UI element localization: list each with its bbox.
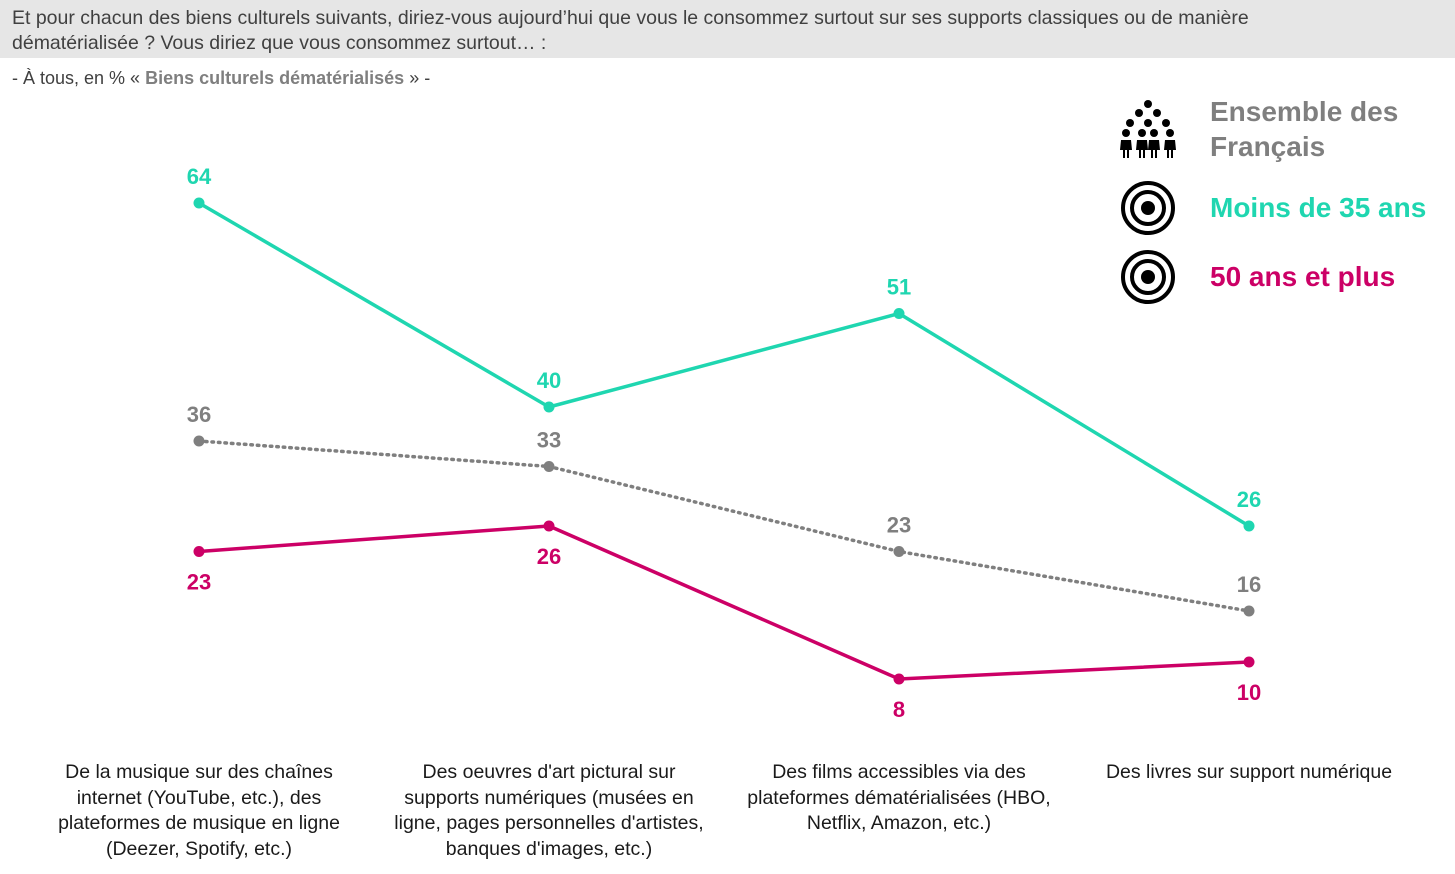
category-label-3-line-0: Des livres sur support numérique — [1105, 761, 1393, 783]
data-point-2-1 — [543, 520, 555, 532]
series-line-2 — [198, 524, 1250, 681]
data-point-0-3 — [1243, 520, 1255, 532]
subtitle-suffix: » - — [404, 68, 431, 88]
data-label-0-1: 40 — [537, 368, 561, 393]
question-line-1: Et pour chacun des biens culturels suiva… — [12, 7, 1249, 29]
category-label-1-line-0: Des oeuvres d'art pictural sur — [422, 761, 676, 783]
data-label-1-2: 23 — [887, 513, 911, 538]
data-point-2-3 — [1243, 656, 1255, 668]
legend-label-moins-35: Moins de 35 ans — [1210, 192, 1427, 223]
category-label-1-line-1: supports numériques (musées en — [404, 786, 694, 809]
category-label-1-line-3: banques d'images, etc.) — [445, 837, 653, 860]
category-label-2-line-0: Des films accessibles via des — [772, 761, 1026, 783]
data-point-1-0 — [193, 435, 205, 447]
legend-label-ensemble: Ensemble des Français — [1210, 94, 1398, 164]
category-label-2-line-2: Netflix, Amazon, etc.) — [806, 812, 992, 834]
data-point-1-2 — [893, 546, 905, 557]
question-banner: Et pour chacun des biens culturels suiva… — [0, 0, 1455, 58]
data-label-2-3: 10 — [1237, 680, 1261, 705]
legend-label-50-plus: 50 ans et plus — [1210, 261, 1396, 292]
subtitle: - À tous, en % « Biens culturels dématér… — [12, 68, 430, 89]
target-icon — [1120, 180, 1176, 241]
target-icon — [1120, 249, 1176, 310]
data-point-2-0 — [193, 546, 205, 557]
people-group-icon — [1120, 100, 1176, 163]
data-point-2-2 — [893, 673, 905, 685]
question-text: Et pour chacun des biens culturels suiva… — [12, 6, 1442, 56]
legend-label-ensemble-line1: Ensemble des — [1210, 96, 1399, 127]
data-label-1-1: 33 — [537, 428, 561, 453]
data-point-0-0 — [193, 197, 205, 209]
category-label-0: De la musique sur des chaînes internet (… — [29, 760, 369, 862]
data-point-0-2 — [893, 308, 905, 319]
category-label-0-line-1: internet (YouTube, etc.), des — [76, 786, 322, 809]
data-label-1-0: 36 — [187, 402, 211, 427]
data-label-0-2: 51 — [887, 275, 911, 300]
data-label-2-0: 23 — [187, 570, 211, 595]
category-label-0-line-2: plateformes de musique en ligne — [58, 812, 340, 834]
category-label-3: Des livres sur support numérique — [1079, 760, 1419, 786]
category-label-1: Des oeuvres d'art pictural sur supports … — [379, 760, 719, 862]
category-label-2-line-1: plateformes dématérialisées (HBO, — [747, 786, 1051, 809]
data-label-0-0: 64 — [187, 164, 212, 189]
series-line-0 — [198, 201, 1250, 528]
data-point-1-1 — [543, 461, 555, 472]
data-label-2-1: 26 — [537, 544, 561, 569]
question-line-2: dématérialisée ? Vous diriez que vous co… — [12, 32, 547, 54]
subtitle-bold: Biens culturels dématérialisés — [145, 68, 405, 88]
data-point-0-1 — [543, 401, 555, 413]
series-line-1 — [197, 439, 1251, 613]
category-label-2: Des films accessibles via des plateforme… — [729, 760, 1069, 837]
legend-label-ensemble-line2: Français — [1210, 131, 1326, 162]
data-label-0-3: 26 — [1237, 487, 1261, 512]
category-label-0-line-3: (Deezer, Spotify, etc.) — [105, 837, 293, 860]
category-label-1-line-2: ligne, pages personnelles d'artistes, — [394, 812, 704, 834]
category-label-0-line-0: De la musique sur des chaînes — [65, 761, 333, 783]
subtitle-prefix: - À tous, en % « — [12, 68, 146, 88]
data-label-2-2: 8 — [893, 697, 905, 722]
data-point-1-3 — [1243, 605, 1255, 617]
data-label-1-3: 16 — [1237, 572, 1261, 597]
